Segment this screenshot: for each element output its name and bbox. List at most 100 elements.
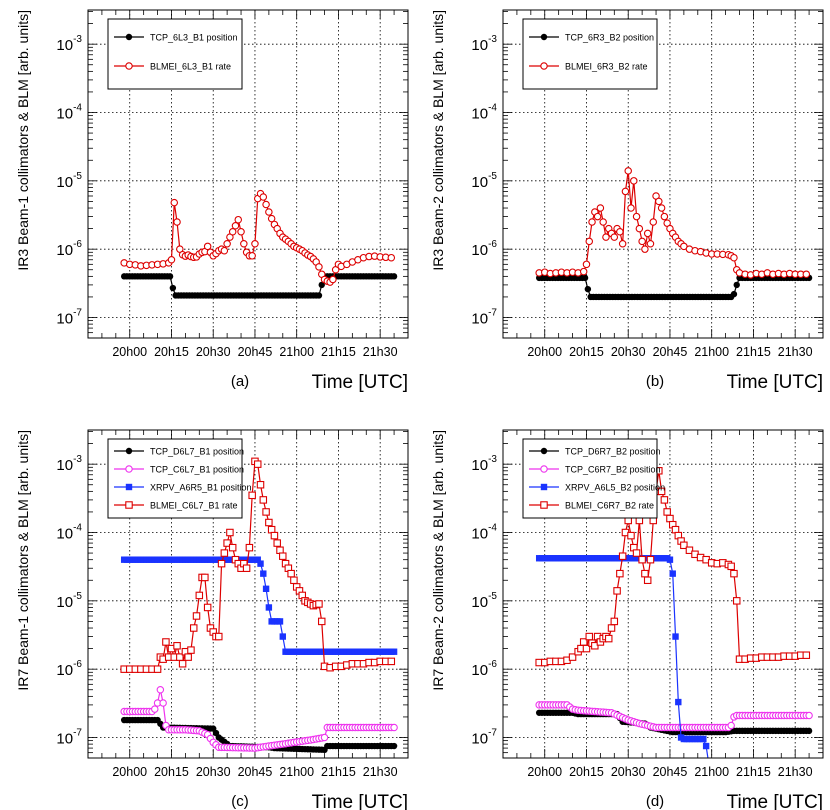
legend: TCP_6R3_B2 position BLMEI_6R3_B2 rate — [522, 18, 658, 90]
series-blmei_6l3_b1 — [120, 189, 396, 286]
data-point — [660, 496, 669, 504]
data-point — [220, 549, 229, 557]
legend-item: TCP_6R3_B2 position — [529, 33, 654, 43]
legend-item: TCP_C6L7_B1 position — [114, 465, 244, 475]
data-series — [120, 189, 398, 299]
data-point — [582, 260, 591, 269]
legend-item: XRPV_A6R5_B1 position — [114, 483, 252, 493]
legend-item: XRPV_A6L5_B2 position — [529, 483, 665, 493]
data-point — [259, 193, 268, 201]
series-line — [539, 170, 807, 276]
data-point — [627, 204, 635, 212]
data-point — [727, 562, 735, 571]
x-tick-label: 20h00 — [527, 345, 562, 359]
data-point — [613, 587, 621, 595]
data-point — [646, 555, 655, 564]
data-point — [591, 642, 599, 650]
data-point — [669, 570, 676, 577]
data-point — [173, 218, 181, 226]
data-point — [805, 727, 813, 735]
panel-label: (b) — [646, 373, 664, 390]
data-point — [195, 591, 204, 600]
y-tick-label: 10-3 — [56, 34, 82, 54]
data-point — [290, 576, 298, 585]
data-point — [240, 240, 248, 248]
data-point — [231, 222, 240, 230]
data-point — [329, 275, 337, 284]
data-point — [273, 539, 281, 547]
data-point — [187, 646, 195, 654]
x-tick-label: 20h30 — [196, 345, 231, 359]
x-tick-label: 21h15 — [321, 345, 356, 359]
y-tick-label: 10-7 — [471, 308, 497, 328]
series-blmei_c6l7_b1 — [120, 457, 396, 673]
x-tick-label: 21h00 — [279, 345, 314, 359]
data-point — [192, 612, 201, 620]
data-point — [251, 240, 259, 248]
data-point — [259, 496, 268, 504]
data-point — [627, 531, 635, 540]
legend-marker — [540, 33, 548, 41]
legend-label: TCP_6R3_B2 position — [565, 33, 654, 43]
data-point — [655, 197, 663, 206]
data-point — [220, 246, 229, 255]
x-tick-label: 20h00 — [527, 765, 562, 779]
data-point — [641, 245, 649, 253]
y-tick-label: 10-6 — [471, 659, 497, 679]
data-point — [156, 685, 165, 694]
data-point — [649, 218, 658, 226]
data-point — [318, 281, 325, 289]
data-point — [262, 200, 270, 209]
legend: TCP_6L3_B1 position BLMEI_6L3_B1 rate — [107, 18, 243, 90]
data-point — [315, 600, 323, 608]
y-tick-label: 10-6 — [56, 659, 82, 679]
data-point — [223, 240, 231, 248]
legend-marker — [540, 447, 548, 455]
series-tcp_6r3_b2 — [535, 274, 813, 301]
data-point — [618, 552, 627, 560]
y-tick-label: 10-3 — [471, 34, 497, 54]
data-point — [593, 212, 602, 221]
data-series — [535, 167, 813, 301]
data-point — [257, 560, 264, 567]
data-point — [162, 638, 170, 646]
x-tick-label: 21h15 — [736, 765, 771, 779]
legend-box — [522, 18, 658, 90]
data-point — [317, 617, 326, 626]
data-point — [173, 642, 181, 650]
chart-panel-a: 10-7 10-6 10-5 10-4 10-3 20h00 20h15 20h30 20h45… — [15, 9, 409, 393]
series-blmei_c6r7_b2 — [535, 467, 811, 667]
y-tick-label: 10-3 — [471, 454, 497, 474]
data-point — [279, 552, 287, 560]
y-tick-label: 10-4 — [56, 523, 82, 543]
y-axis-label: IR7 Beam-2 collimators & BLM [arb. units… — [430, 430, 446, 691]
data-point — [646, 240, 655, 248]
legend-marker — [125, 62, 133, 70]
chart-panel-d: 10-7 10-6 10-5 10-4 10-3 20h00 20h15 20h30 20h45… — [430, 429, 824, 810]
data-point — [390, 648, 398, 655]
data-point — [700, 735, 707, 743]
data-point — [287, 569, 295, 578]
legend-label: TCP_D6L7_B1 position — [150, 447, 244, 457]
data-point — [621, 187, 630, 196]
data-point — [234, 215, 243, 224]
x-tick-label: 20h15 — [569, 345, 604, 359]
x-tick-label: 21h30 — [363, 765, 398, 779]
x-axis-label: Time [UTC] — [727, 372, 823, 393]
legend-marker — [125, 483, 133, 491]
legend-label: XRPV_A6R5_B1 position — [150, 483, 252, 493]
plot-frame — [87, 9, 409, 339]
data-point — [254, 556, 261, 563]
data-point — [638, 237, 646, 246]
legend: TCP_D6R7_B2 position TCP_C6R7_B2 position… — [522, 438, 665, 519]
data-point — [167, 256, 176, 264]
x-tick-label: 21h00 — [694, 345, 729, 359]
x-tick-label: 20h30 — [196, 765, 231, 779]
data-point — [315, 263, 323, 271]
data-point — [151, 705, 159, 713]
x-tick-label: 20h30 — [611, 345, 646, 359]
grid — [503, 10, 823, 338]
data-point — [582, 644, 591, 653]
data-point — [387, 657, 396, 666]
data-point — [607, 624, 616, 632]
